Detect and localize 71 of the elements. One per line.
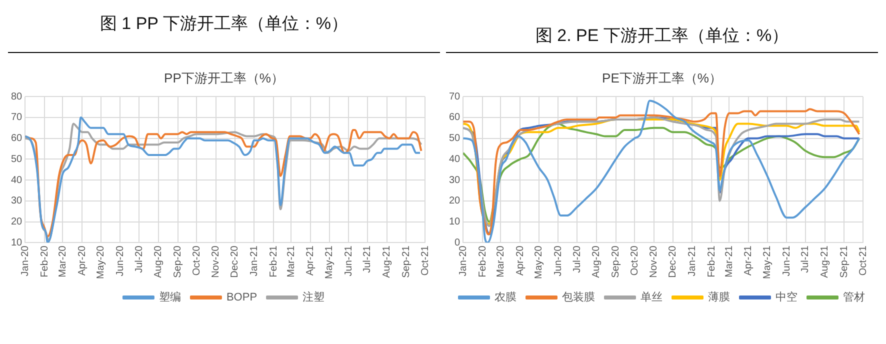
x-tick-label: Apr-21 [305, 245, 316, 276]
x-tick-label: Jun-20 [114, 245, 126, 276]
y-tick-label: 40 [449, 154, 461, 165]
legend-label: 塑编 [158, 290, 181, 304]
x-tick-label: Jan-20 [458, 245, 469, 276]
x-tick-label: Mar-21 [724, 245, 735, 278]
chart-subtitle: PE下游开工率（%） [602, 70, 722, 86]
x-tick-label: Aug-20 [153, 245, 164, 278]
x-tick-label: Jul-20 [134, 245, 145, 273]
x-tick-label: Mar-21 [286, 245, 297, 278]
y-tick-label: 20 [11, 216, 23, 228]
x-tick-label: Dec-20 [230, 245, 241, 278]
x-tick-label: Sep-20 [610, 245, 622, 278]
y-tick-label: 20 [449, 196, 461, 207]
y-tick-label: 50 [449, 133, 461, 144]
x-tick-label: Mar-20 [57, 245, 68, 278]
legend-label: 单丝 [640, 290, 662, 304]
x-tick-label: Oct-20 [191, 245, 202, 276]
x-tick-label: Jun-21 [343, 245, 354, 276]
x-tick-label: Dec-20 [668, 245, 679, 278]
x-tick-label: Sep-20 [172, 245, 184, 278]
y-tick-label: 60 [11, 133, 23, 144]
chart-title: 图 2. PE 下游开工率（单位：%） [534, 25, 790, 47]
x-tick-label: Jul-20 [572, 245, 583, 273]
x-tick-label: Aug-21 [382, 245, 393, 278]
x-tick-label: Feb-20 [39, 245, 50, 278]
x-tick-label: Sep-21 [400, 245, 412, 278]
x-tick-label: Feb-21 [706, 245, 718, 278]
x-tick-label: Nov-20 [210, 245, 222, 278]
y-tick-label: 30 [449, 174, 461, 186]
x-tick-label: Jul-21 [800, 245, 812, 273]
x-tick-label: Oct-21 [420, 245, 431, 276]
x-tick-label: Nov-20 [648, 245, 660, 278]
x-tick-label: Jan-20 [20, 245, 31, 276]
x-tick-label: May-21 [762, 245, 774, 280]
x-tick-label: Oct-20 [629, 245, 640, 276]
y-tick-label: 50 [11, 154, 23, 165]
x-tick-label: Apr-20 [514, 245, 526, 276]
y-tick-label: 30 [11, 196, 23, 207]
x-tick-label: Aug-20 [591, 245, 602, 278]
legend-label: 薄膜 [708, 290, 730, 304]
x-tick-label: Oct-21 [858, 245, 869, 276]
x-tick-label: Jun-20 [552, 245, 564, 276]
x-tick-label: Sep-21 [838, 245, 850, 278]
y-tick-label: 70 [449, 91, 461, 102]
x-tick-label: Feb-21 [268, 245, 280, 278]
x-tick-label: Apr-21 [743, 245, 754, 276]
x-tick-label: Apr-20 [76, 245, 88, 276]
x-tick-label: Jul-21 [362, 245, 374, 273]
x-tick-label: Feb-20 [477, 245, 488, 278]
legend-label: BOPP [226, 292, 258, 304]
chart-subtitle: PP下游开工率（%） [164, 70, 284, 86]
legend-label: 注塑 [302, 290, 325, 304]
x-tick-label: Aug-21 [820, 245, 831, 278]
x-tick-label: Jan-21 [686, 245, 698, 276]
x-tick-label: May-20 [96, 245, 107, 280]
x-tick-label: Jan-21 [248, 245, 260, 276]
x-tick-label: May-21 [324, 245, 336, 280]
legend-label: 中空 [776, 290, 798, 304]
legend-label: 包装膜 [562, 290, 595, 304]
legend-label: 管材 [843, 290, 865, 304]
x-tick-label: Mar-20 [495, 245, 506, 278]
y-tick-label: 10 [449, 216, 461, 228]
y-tick-label: 70 [11, 112, 23, 124]
x-tick-label: May-20 [534, 245, 545, 280]
x-tick-label: Jun-21 [781, 245, 792, 276]
legend-label: 农膜 [494, 292, 516, 304]
y-tick-label: 80 [11, 91, 23, 102]
chart-title: 图 1 PP 下游开工率（单位：%） [98, 13, 350, 35]
y-tick-label: 60 [449, 112, 461, 124]
y-tick-label: 40 [11, 174, 23, 186]
